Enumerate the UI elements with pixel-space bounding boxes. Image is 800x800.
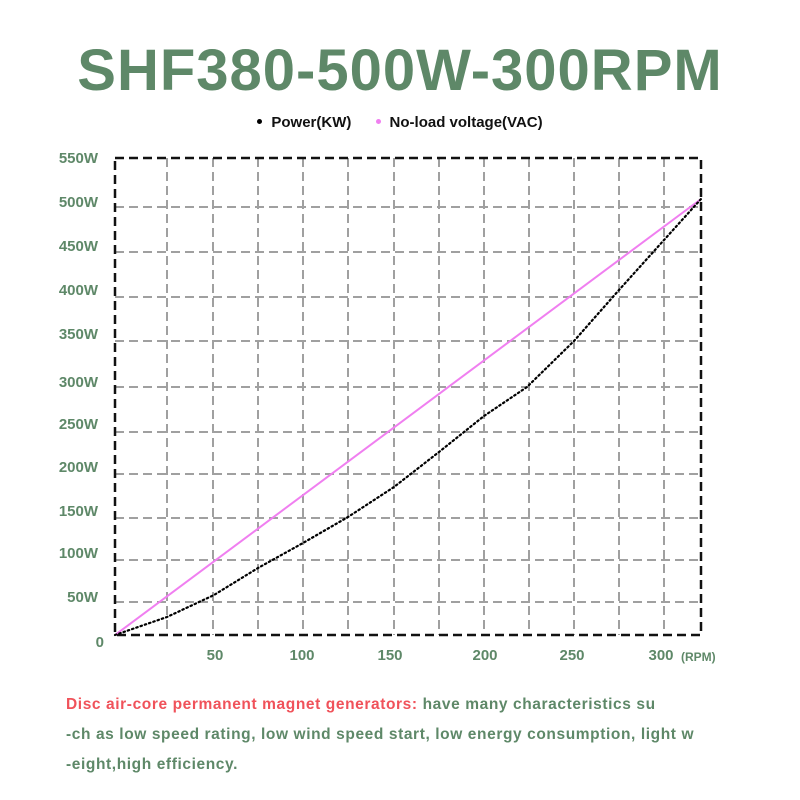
y-tick-300: 300W xyxy=(58,374,98,391)
y-tick-200: 200W xyxy=(58,459,98,476)
y-tick-250: 250W xyxy=(58,416,98,433)
y-tick-150: 150W xyxy=(58,503,98,520)
x-tick-150: 150 xyxy=(377,647,403,664)
pink-dot-icon xyxy=(375,118,381,124)
chart-title: SHF380-500W-300RPM xyxy=(77,38,723,103)
y-tick-0: 0 xyxy=(95,634,104,651)
voltage-line xyxy=(114,198,702,636)
legend-item-power: Power(KW) xyxy=(257,114,351,131)
x-tick-100: 100 xyxy=(289,647,315,664)
x-tick-200: 200 xyxy=(472,647,498,664)
legend-item-voltage: No-load voltage(VAC) xyxy=(375,114,543,131)
vertical-grid-lines xyxy=(166,158,665,635)
x-tick-50: 50 xyxy=(206,647,224,664)
y-tick-550: 550W xyxy=(58,150,98,167)
description-highlight: Disc air-core permanent magnet generator… xyxy=(66,696,418,713)
y-tick-500: 500W xyxy=(58,194,98,211)
y-tick-450: 450W xyxy=(58,238,98,255)
x-axis-unit: (RPM) xyxy=(681,650,716,664)
description-line-1: Disc air-core permanent magnet generator… xyxy=(66,690,756,720)
legend-label-voltage: No-load voltage(VAC) xyxy=(389,114,543,131)
black-dot-icon xyxy=(257,118,263,124)
horizontal-grid-lines xyxy=(115,206,701,603)
plot-border xyxy=(113,156,703,637)
power-line xyxy=(113,197,703,637)
description: Disc air-core permanent magnet generator… xyxy=(66,690,756,780)
legend-label-power: Power(KW) xyxy=(271,114,352,131)
y-tick-400: 400W xyxy=(58,282,98,299)
y-tick-100: 100W xyxy=(58,545,98,562)
description-line-1-rest: have many characteristics su xyxy=(417,696,656,713)
chart-legend: Power(KW) No-load voltage(VAC) xyxy=(0,114,800,131)
y-tick-350: 350W xyxy=(58,326,98,343)
x-tick-300: 300 xyxy=(648,647,674,664)
y-tick-50: 50W xyxy=(67,589,98,606)
x-tick-250: 250 xyxy=(559,647,585,664)
description-line-3: -eight,high efficiency. xyxy=(66,756,238,773)
description-line-2: -ch as low speed rating, low wind speed … xyxy=(66,726,695,743)
